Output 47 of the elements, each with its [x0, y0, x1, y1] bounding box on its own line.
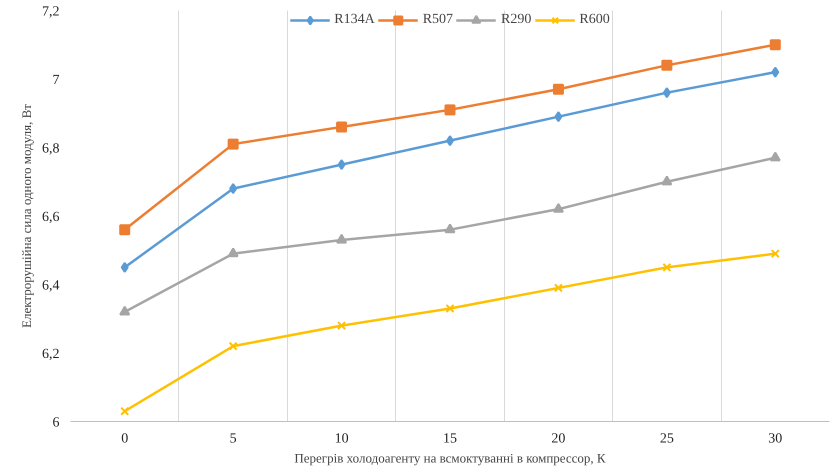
legend-label: R134A — [334, 12, 375, 28]
point — [661, 176, 672, 186]
x-tick-label: 30 — [768, 432, 782, 446]
point — [554, 111, 562, 122]
x-tick-label: 25 — [660, 432, 674, 446]
legend-label: R507 — [422, 12, 454, 28]
y-tick-label: 7 — [52, 73, 60, 88]
point — [336, 121, 348, 132]
point — [662, 87, 671, 98]
point — [228, 342, 238, 351]
point — [552, 84, 564, 95]
x-tick-label: 20 — [551, 432, 566, 446]
point — [661, 60, 672, 71]
point — [552, 202, 564, 213]
x-tick-label: 0 — [121, 432, 128, 446]
point — [770, 152, 781, 162]
point — [229, 183, 238, 194]
point — [337, 321, 346, 330]
point — [119, 224, 130, 236]
x-tick-label: 5 — [230, 432, 237, 446]
point — [120, 262, 129, 273]
point — [336, 234, 348, 244]
y-axis-title: Електрорушійна сила одного модуля, Вт — [19, 104, 34, 328]
y-tick-label: 6,4 — [42, 278, 60, 294]
x-axis-title: Перегрів холодоагенту на всмоктуванні в компрессор, К — [294, 450, 606, 466]
point — [770, 39, 781, 50]
y-tick-label: 6,6 — [42, 210, 60, 225]
point — [338, 159, 346, 170]
point — [771, 66, 780, 78]
point — [445, 304, 455, 314]
point — [228, 138, 239, 150]
y-tick-label: 6 — [52, 416, 60, 430]
point — [119, 306, 130, 316]
point — [444, 104, 456, 116]
legend-label: R600 — [579, 12, 610, 28]
y-tick-label: 7,2 — [42, 4, 60, 20]
point — [770, 249, 780, 258]
point — [554, 283, 563, 292]
point — [228, 247, 239, 258]
legend-label: R290 — [501, 12, 532, 28]
y-tick-label: 6,8 — [42, 142, 60, 156]
x-tick-label: 15 — [443, 432, 457, 446]
x-tick-label: 10 — [334, 432, 349, 446]
point — [120, 406, 130, 416]
point — [662, 262, 672, 272]
point — [444, 224, 456, 234]
y-tick-label: 6,2 — [42, 347, 60, 362]
